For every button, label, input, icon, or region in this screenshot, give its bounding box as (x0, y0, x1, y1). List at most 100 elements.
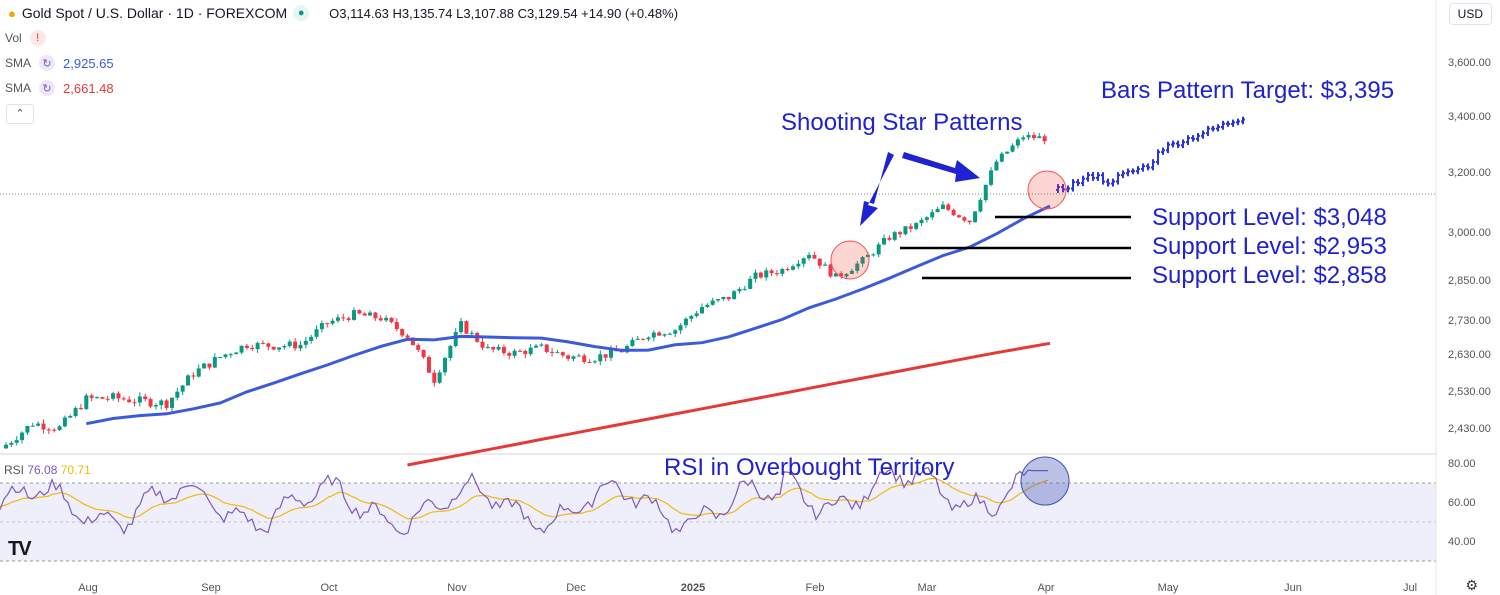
candle-body (865, 254, 870, 258)
candle-body (437, 372, 442, 383)
settings-gear-icon[interactable]: ⚙ (1465, 577, 1478, 593)
candle-body (277, 347, 282, 350)
candle-body (111, 393, 116, 399)
candle-body (501, 346, 506, 354)
candle-body (710, 300, 715, 305)
symbol-title[interactable]: Gold Spot / U.S. Dollar · 1D · FOREXCOM (21, 5, 288, 21)
sma1-indicator[interactable]: SMA ↻ 2,925.65 (5, 55, 114, 71)
candle-body (1042, 136, 1047, 142)
rsi-tick-label: 40.00 (1448, 536, 1476, 548)
refresh-icon: ↻ (39, 80, 56, 96)
sma-50-line (86, 204, 1051, 426)
candle-body (534, 345, 539, 348)
tradingview-logo[interactable]: TV (8, 538, 32, 560)
candle-body (62, 417, 67, 427)
candle-body (732, 291, 737, 300)
candle-body (1021, 137, 1026, 140)
shooting-star-marker-1 (830, 240, 870, 280)
candle-body (68, 416, 73, 418)
candle-body (164, 400, 169, 408)
candle-body (282, 345, 287, 348)
candle-body (52, 429, 57, 431)
price-tick-label: 2,730.00 (1448, 315, 1491, 327)
time-tick-label: Feb (806, 582, 825, 594)
candle-body (223, 354, 228, 358)
alert-icon: ! (29, 30, 46, 46)
candle-body (464, 321, 469, 334)
candle-body (373, 312, 378, 319)
candle-body (807, 254, 812, 259)
candle-body (116, 393, 121, 399)
candle-body (999, 153, 1004, 162)
candle-body (368, 312, 373, 316)
rsi-overbought-marker (1020, 456, 1070, 506)
candle-body (234, 352, 239, 355)
collapse-legend-button[interactable]: ⌃ (6, 104, 34, 124)
rsi-axis: 80.00 60.00 40.00 (1448, 458, 1476, 548)
candle-body (512, 350, 517, 356)
candle-body (608, 348, 613, 358)
candle-body (721, 296, 726, 300)
support-annotation-3: Support Level: $2,858 (1152, 262, 1387, 289)
candle-body (973, 211, 978, 223)
rsi-tick-label: 80.00 (1448, 458, 1476, 470)
candle-body (603, 354, 608, 358)
candle-body (651, 332, 656, 338)
candle-body (84, 395, 89, 409)
time-tick-label: Jun (1284, 582, 1302, 594)
candle-body (769, 270, 774, 274)
chart-header: ● Gold Spot / U.S. Dollar · 1D · FOREXCO… (8, 5, 678, 21)
candle-body (330, 320, 335, 324)
candle-body (592, 361, 597, 363)
rsi-legend[interactable]: RSI 76.08 70.71 (4, 463, 91, 477)
candle-body (352, 310, 356, 320)
candle-body (469, 332, 474, 334)
sma2-indicator[interactable]: SMA ↻ 2,661.48 (5, 80, 114, 96)
candle-body (303, 340, 308, 345)
time-tick-label: Nov (447, 582, 467, 594)
rsi-value: 76.08 (27, 463, 58, 477)
time-tick-label: Jul (1403, 582, 1417, 594)
candle-body (36, 423, 41, 426)
candle-body (100, 397, 105, 399)
candle-body (496, 346, 501, 350)
candle-body (57, 426, 62, 431)
candle-body (657, 332, 662, 336)
candle-body (443, 358, 448, 373)
candle-body (694, 313, 699, 317)
currency-selector[interactable]: USD (1448, 3, 1492, 25)
candle-body (758, 272, 763, 278)
candle-body (73, 408, 78, 417)
candle-body (908, 226, 913, 229)
candle-body (646, 337, 651, 340)
candle-body (46, 429, 51, 431)
candle-body (544, 344, 549, 352)
candle-body (780, 269, 785, 274)
candle-body (335, 317, 340, 321)
candle-body (325, 323, 330, 325)
rsi-annotation: RSI in Overbought Territory (664, 454, 955, 481)
candle-body (887, 237, 892, 240)
price-tick-label: 2,630.00 (1448, 349, 1491, 361)
candle-body (212, 357, 217, 368)
price-tick-label: 3,200.00 (1448, 167, 1491, 179)
candle-body (186, 375, 191, 386)
candle-body (244, 345, 249, 348)
candle-body (405, 335, 410, 338)
market-open-icon: ● (293, 5, 310, 21)
rsi-ma-line (0, 478, 1049, 520)
vol-indicator[interactable]: Vol ! (5, 30, 46, 46)
price-tick-label: 3,600.00 (1448, 57, 1491, 69)
candle-body (598, 354, 603, 362)
candle-body (127, 399, 132, 403)
sma2-label: SMA (5, 81, 32, 95)
projected-bars-group (1056, 116, 1245, 193)
support-annotation-2: Support Level: $2,953 (1152, 233, 1387, 260)
candle-body (143, 396, 148, 400)
time-tick-label: May (1158, 582, 1179, 594)
candle-body (748, 278, 753, 289)
rsi-tick-label: 60.00 (1448, 497, 1476, 509)
candle-body (560, 352, 565, 356)
candle-body (571, 356, 576, 359)
candle-body (785, 269, 790, 271)
